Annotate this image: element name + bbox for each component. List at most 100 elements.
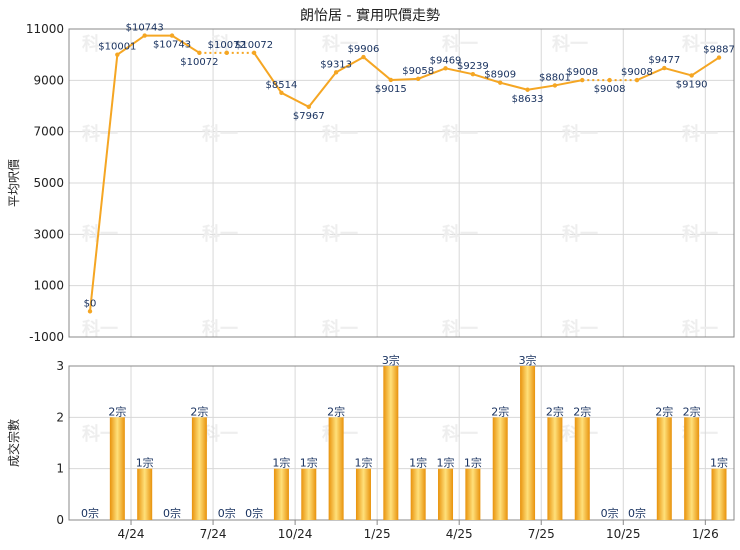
watermark-text: 科一 xyxy=(442,423,478,445)
price-line-segment xyxy=(171,34,200,54)
price-point xyxy=(498,80,503,85)
price-line-segment xyxy=(691,56,720,77)
watermark-text: 科一 xyxy=(562,123,598,145)
price-tick-label: 9000 xyxy=(33,73,64,87)
price-data-label: $8909 xyxy=(484,70,516,81)
price-tick-label: 11000 xyxy=(26,22,64,36)
watermark-text: 科一 xyxy=(562,318,598,340)
transaction-bar xyxy=(656,417,672,520)
bar-data-label: 1宗 xyxy=(136,456,154,470)
price-point xyxy=(361,54,366,60)
transaction-bar xyxy=(273,468,289,520)
count-panel-frame xyxy=(68,365,735,521)
price-data-label: $10072 xyxy=(235,40,273,51)
watermark-text: 科一 xyxy=(82,423,118,445)
watermark-text: 科一 xyxy=(322,318,358,340)
price-data-label: $9008 xyxy=(594,84,626,95)
price-point xyxy=(169,33,175,38)
price-line-segment xyxy=(253,52,283,94)
bar-data-label: 0宗 xyxy=(628,506,646,520)
transaction-bar xyxy=(410,468,426,520)
x-tick-label: 1/26 xyxy=(692,527,719,541)
price-tick-label: 3000 xyxy=(33,227,64,241)
bar-data-label: 2宗 xyxy=(683,404,701,418)
watermark-text: 科一 xyxy=(562,223,598,245)
transaction-bar xyxy=(301,468,317,520)
price-point xyxy=(634,77,640,83)
price-data-label: $9058 xyxy=(402,66,434,77)
price-line-segment xyxy=(554,79,583,87)
bar-data-label: 1宗 xyxy=(300,456,318,470)
bar-data-label: 2宗 xyxy=(491,404,509,418)
transaction-bar xyxy=(547,417,563,520)
transaction-bar-panel: 0 1 2 3 4/24 7/24 10/24 1/25 4/25 7/25 10/25 1/26 0宗… xyxy=(56,353,735,541)
watermark-text: 科一 xyxy=(682,223,718,245)
price-data-label: $10072 xyxy=(208,40,246,51)
watermark-text: 科一 xyxy=(682,318,718,340)
price-point xyxy=(115,52,120,57)
x-tick-label: 1/25 xyxy=(364,527,391,541)
watermark-text: 科一 xyxy=(82,318,118,340)
bar-data-label: 0宗 xyxy=(218,506,236,520)
watermark-text: 科一 xyxy=(212,33,248,55)
watermark-text: 科一 xyxy=(442,318,478,340)
price-data-label: $9008 xyxy=(621,67,653,78)
transaction-bar xyxy=(383,366,399,520)
transaction-bar xyxy=(438,468,454,520)
transaction-bar xyxy=(520,366,536,520)
bar-data-label: 2宗 xyxy=(573,404,591,418)
count-tick-label: 1 xyxy=(56,462,64,476)
price-panel-frame xyxy=(68,28,735,338)
price-point xyxy=(443,66,448,71)
price-tick-label: 5000 xyxy=(33,176,64,190)
watermark-text: 科一 xyxy=(322,123,358,145)
watermark-text: 科一 xyxy=(82,33,118,55)
count-tick-label: 3 xyxy=(56,359,64,373)
price-data-label: $9313 xyxy=(320,59,352,70)
count-tick-label: 2 xyxy=(56,410,64,424)
price-data-label: $8801 xyxy=(539,72,571,83)
bar-data-label: 1宗 xyxy=(464,456,482,470)
chart-title: 朗怡居 - 實用呎價走勢 xyxy=(300,7,440,24)
price-line-segment xyxy=(664,67,692,77)
watermark-text: 科一 xyxy=(322,33,358,55)
price-line-segment xyxy=(499,81,528,91)
price-point xyxy=(470,71,476,77)
price-line-segment xyxy=(335,56,364,74)
transaction-bar xyxy=(574,417,590,520)
count-axis-label: 成交宗數 xyxy=(6,419,21,467)
watermark-text: 科一 xyxy=(442,223,478,245)
watermark-text: 科一 xyxy=(82,223,118,245)
price-data-label: $8633 xyxy=(512,94,544,105)
bar-data-label: 2宗 xyxy=(108,404,126,418)
price-point xyxy=(224,50,229,56)
transaction-bar xyxy=(355,468,371,520)
transaction-bar xyxy=(109,417,125,520)
price-point xyxy=(142,33,147,38)
x-tick-label: 10/24 xyxy=(278,527,313,541)
bar-data-label: 2宗 xyxy=(327,404,345,418)
x-tick-label: 7/24 xyxy=(200,527,227,541)
x-tick-label: 4/25 xyxy=(446,527,473,541)
price-line-segment xyxy=(116,34,146,56)
transaction-bar xyxy=(492,417,508,520)
price-point xyxy=(279,90,284,96)
price-line-segment xyxy=(527,84,556,91)
price-data-label: $9469 xyxy=(430,55,462,66)
price-tick-label: -1000 xyxy=(29,330,64,344)
price-line-segment xyxy=(390,77,419,81)
x-tick-label: 4/24 xyxy=(118,527,145,541)
bar-data-label: 3宗 xyxy=(519,353,537,367)
price-data-label: $9015 xyxy=(375,84,407,95)
price-data-label: $7967 xyxy=(293,111,325,122)
price-data-label: $8514 xyxy=(266,80,298,91)
price-point xyxy=(333,70,339,75)
price-data-label: $10743 xyxy=(126,23,164,34)
price-line-segment xyxy=(472,73,501,84)
price-data-label: $9008 xyxy=(566,67,598,78)
price-point xyxy=(251,50,257,56)
watermark-text: 科一 xyxy=(202,223,238,245)
transaction-bar xyxy=(465,468,481,520)
watermark-text: 科一 xyxy=(552,33,588,55)
